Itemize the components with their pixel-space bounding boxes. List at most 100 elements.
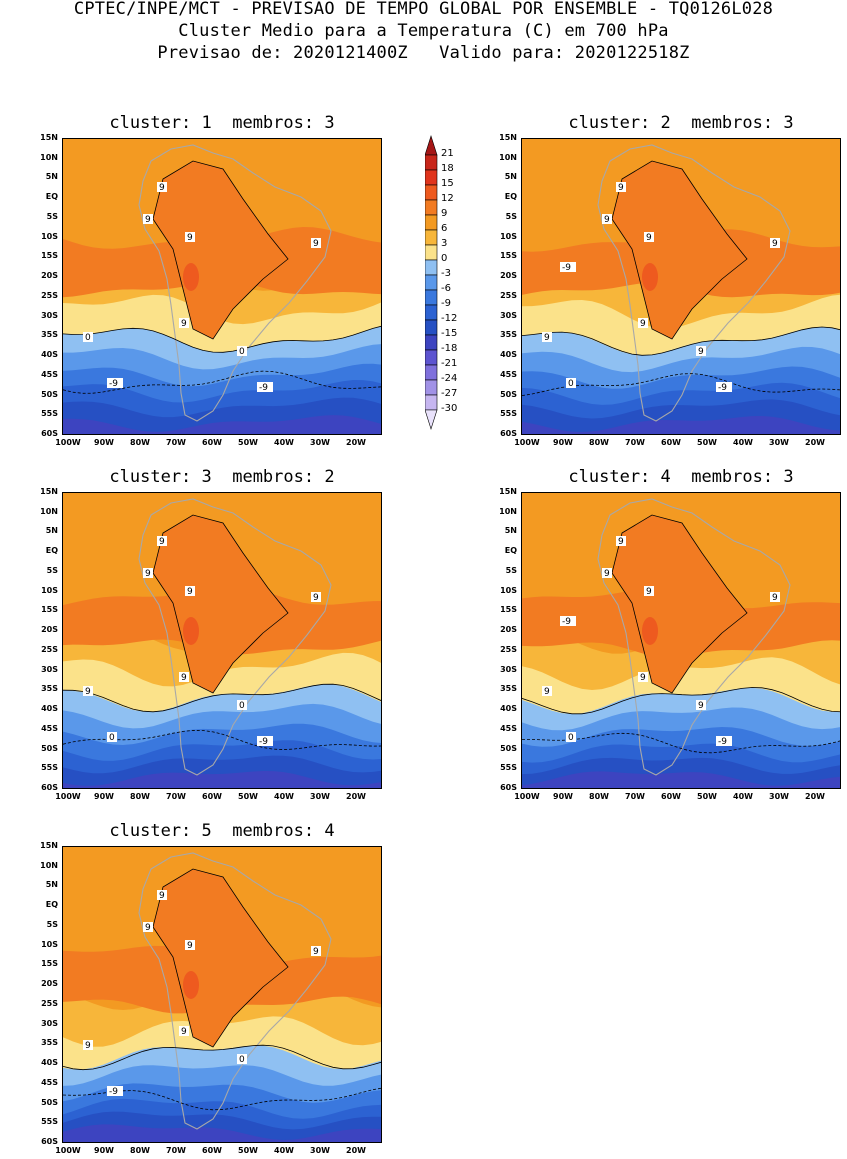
lat-tick-label: 40S <box>41 350 58 360</box>
hot-core <box>183 971 199 999</box>
lat-tick-label: 50S <box>500 743 517 753</box>
lat-tick-label: 35S <box>500 330 517 340</box>
svg-text:9: 9 <box>181 319 187 329</box>
lat-tick-label: 10N <box>40 860 58 870</box>
svg-text:9: 9 <box>181 673 187 683</box>
colorbar-label: -12 <box>441 313 458 324</box>
lat-tick-label: 20S <box>500 625 517 635</box>
svg-text:9: 9 <box>159 537 165 547</box>
lat-tick-label: 60S <box>41 1137 58 1146</box>
contour-label: 9 <box>179 1026 189 1037</box>
lat-tick-label: 40S <box>41 1058 58 1068</box>
contour-label: -9 <box>560 616 576 627</box>
colorbar-svg <box>424 135 438 430</box>
lon-tick-label: 100W <box>514 792 540 801</box>
lat-tick-label: 15N <box>40 487 58 496</box>
colorbar-cap-top <box>424 135 438 156</box>
lat-tick-label: 10N <box>40 152 58 162</box>
lon-tick-label: 60W <box>202 792 222 801</box>
lat-tick-label: 60S <box>41 783 58 792</box>
lat-tick-label: 5N <box>504 172 517 182</box>
svg-text:9: 9 <box>698 347 704 357</box>
svg-text:0: 0 <box>239 701 245 711</box>
contour-label: 0 <box>107 732 117 743</box>
lat-tick-label: 35S <box>41 330 58 340</box>
header-line-3: Previsao de: 2020121400Z Valido para: 20… <box>157 43 690 63</box>
lat-tick-label: 15S <box>500 605 517 615</box>
coastline <box>138 144 332 422</box>
contour-label: 9 <box>638 318 648 329</box>
colorbar-swatch <box>424 229 438 246</box>
lat-tick-label: 55S <box>41 409 58 419</box>
lat-tick-label: 5N <box>45 172 58 182</box>
contour-label: 9 <box>143 214 153 225</box>
lon-tick-label: 80W <box>130 1146 150 1155</box>
svg-text:0: 0 <box>568 733 574 743</box>
lat-tick-label: 15N <box>40 133 58 142</box>
lat-tick-label: 50S <box>500 389 517 399</box>
header-line-2: Cluster Medio para a Temperatura (C) em … <box>178 21 669 41</box>
svg-text:9: 9 <box>85 1041 91 1051</box>
lat-tick-label: 35S <box>41 1038 58 1048</box>
contour-label: 9 <box>179 318 189 329</box>
contour-label: 9 <box>770 592 780 603</box>
contour-label: 9 <box>311 946 321 957</box>
svg-text:9: 9 <box>159 891 165 901</box>
contour-label: -9 <box>560 262 576 273</box>
svg-text:9: 9 <box>604 569 610 579</box>
lat-tick-label: 5S <box>46 919 58 929</box>
contour-m9 <box>63 729 381 751</box>
contour-label: 9 <box>542 686 552 697</box>
contour-label: 9 <box>179 672 189 683</box>
lon-tick-label: 90W <box>553 792 573 801</box>
contour-label: 9 <box>602 214 612 225</box>
contour-label: 9 <box>157 890 167 901</box>
svg-text:0: 0 <box>568 379 574 389</box>
lon-tick-label: 50W <box>238 438 258 447</box>
lon-tick-label: 70W <box>625 792 645 801</box>
panel-title-3: cluster: 3 membros: 2 <box>109 467 335 487</box>
svg-text:9: 9 <box>640 319 646 329</box>
map-frame: 9 9 9 9 9 0 0 -9 -9 <box>62 138 382 435</box>
lat-tick-label: 10N <box>499 506 517 516</box>
lon-tick-label: 70W <box>166 438 186 447</box>
map-frame: 9 9 9 9 9 9 0 -9 <box>62 846 382 1143</box>
lat-tick-label: 5S <box>505 565 517 575</box>
lat-tick-label: 45S <box>41 1077 58 1087</box>
svg-text:9: 9 <box>646 233 652 243</box>
lat-tick-label: 30S <box>41 310 58 320</box>
colorbar-swatch <box>424 259 438 276</box>
colorbar-label: 0 <box>441 253 448 264</box>
svg-text:9: 9 <box>313 593 319 603</box>
colorbar-swatch <box>424 274 438 291</box>
lat-tick-label: 60S <box>500 783 517 792</box>
svg-text:9: 9 <box>544 687 550 697</box>
lon-tick-label: 90W <box>94 438 114 447</box>
temperature-field: 9 9 9 9 9 9 0 0 -9 <box>63 493 381 788</box>
colorbar-label: -21 <box>441 358 458 369</box>
lat-tick-label: EQ <box>45 546 58 556</box>
lat-tick-label: 10S <box>41 231 58 241</box>
warm-region <box>611 514 748 694</box>
svg-text:0: 0 <box>109 733 115 743</box>
contour-label: 9 <box>83 1040 93 1051</box>
lat-tick-label: 50S <box>41 743 58 753</box>
contour-label: 9 <box>602 568 612 579</box>
lat-tick-label: EQ <box>45 192 58 202</box>
lon-tick-label: 70W <box>625 438 645 447</box>
contour-0 <box>63 1044 381 1071</box>
svg-text:9: 9 <box>646 587 652 597</box>
svg-text:9: 9 <box>145 215 151 225</box>
svg-text:-9: -9 <box>718 383 727 393</box>
lat-tick-label: 55S <box>41 763 58 773</box>
lat-tick-label: 45S <box>500 369 517 379</box>
lat-tick-label: 25S <box>41 290 58 300</box>
svg-text:9: 9 <box>187 233 193 243</box>
band-m18-m15 <box>63 415 381 434</box>
colorbar-swatch <box>424 184 438 201</box>
svg-text:9: 9 <box>698 701 704 711</box>
panel-title-4: cluster: 4 membros: 3 <box>568 467 794 487</box>
coastline <box>597 498 791 776</box>
lon-tick-label: 40W <box>733 792 753 801</box>
temperature-field: 9 9 9 9 9 0 0 -9 -9 <box>63 139 381 434</box>
